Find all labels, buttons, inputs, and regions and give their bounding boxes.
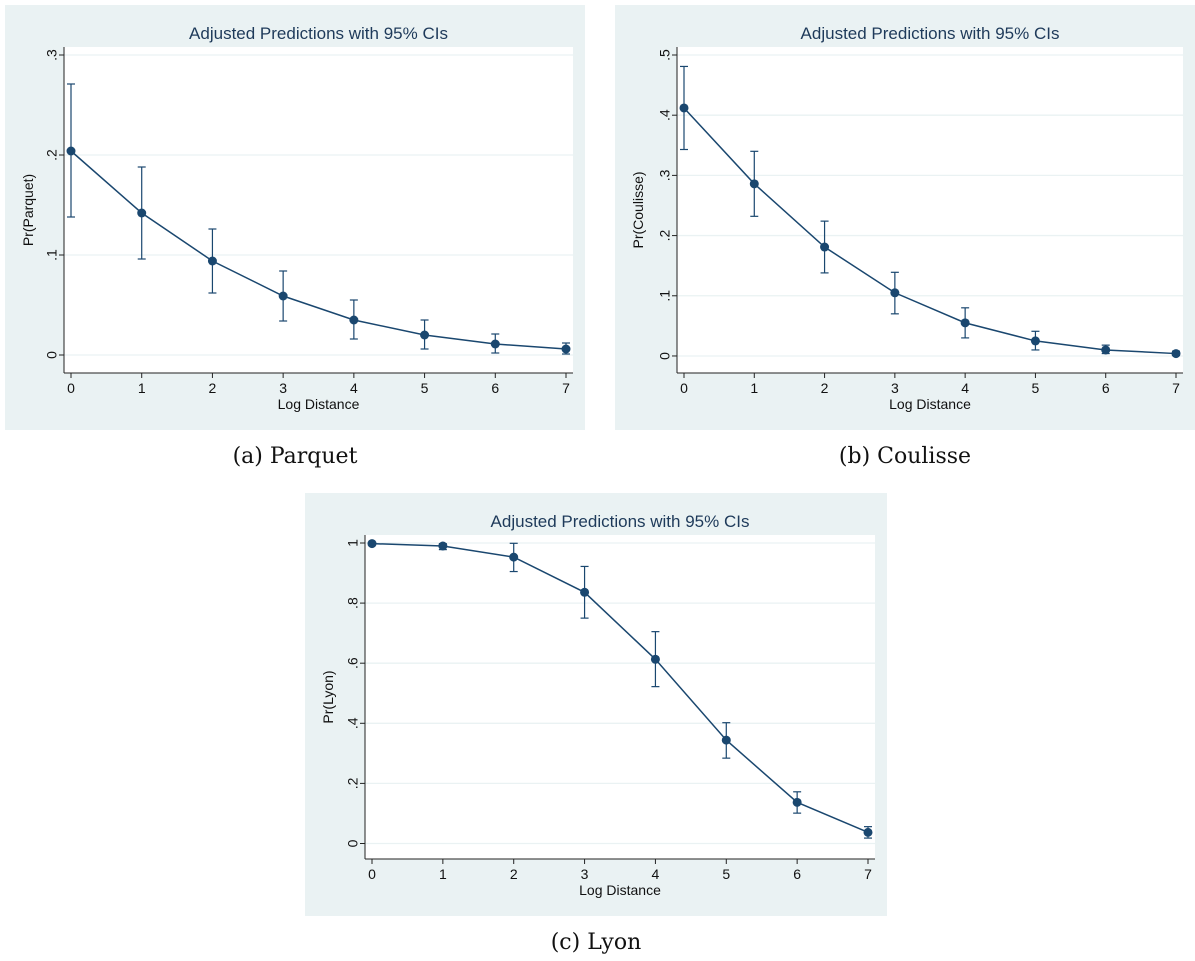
- y-tick-label: 1: [345, 539, 361, 547]
- x-tick-label: 2: [510, 866, 518, 882]
- x-tick-label: 0: [368, 866, 376, 882]
- x-axis-label: Log Distance: [278, 396, 360, 412]
- x-axis-label: Log Distance: [889, 396, 971, 412]
- y-tick-label: .6: [345, 657, 361, 669]
- data-point: [490, 339, 500, 349]
- data-point: [960, 318, 970, 328]
- series-line: [70, 150, 567, 350]
- y-tick-label: .2: [44, 149, 60, 161]
- x-axis-label: Log Distance: [579, 882, 661, 898]
- x-tick-label: 5: [722, 866, 730, 882]
- chart-title: Adjusted Predictions with 95% CIs: [491, 512, 750, 531]
- y-tick-label: .3: [657, 169, 673, 181]
- y-axis-label: Pr(Parquet): [20, 174, 36, 246]
- x-tick-label: 5: [421, 380, 429, 396]
- data-point: [349, 315, 359, 325]
- chart-parquet: Adjusted Predictions with 95% CIs 0 .1 .2 .3…: [5, 5, 585, 430]
- data-point: [721, 735, 731, 745]
- plot-area: [64, 47, 573, 373]
- data-point: [650, 654, 660, 664]
- data-point: [420, 330, 430, 340]
- y-tick-label: 0: [657, 352, 673, 360]
- x-tick-label: 0: [67, 380, 75, 396]
- data-point: [438, 541, 448, 551]
- data-point: [561, 344, 571, 354]
- x-tick-label: 7: [864, 866, 872, 882]
- x-tick-label: 4: [350, 380, 358, 396]
- data-point: [278, 291, 288, 301]
- data-point: [66, 146, 76, 156]
- data-point: [137, 208, 147, 218]
- caption-coulisse: (b) Coulisse: [838, 444, 972, 469]
- x-tick-label: 1: [439, 866, 447, 882]
- y-tick-label: .3: [44, 49, 60, 61]
- series-line: [371, 542, 869, 834]
- data-point: [890, 288, 900, 298]
- data-point: [580, 587, 590, 597]
- data-point: [1030, 336, 1040, 346]
- y-tick-label: .8: [345, 597, 361, 609]
- data-point: [749, 179, 759, 189]
- x-tick-label: 6: [1102, 380, 1110, 396]
- x-tick-label: 3: [891, 380, 899, 396]
- data-point: [679, 103, 689, 113]
- x-tick-label: 6: [793, 866, 801, 882]
- y-tick-label: .2: [657, 230, 673, 242]
- chart-title: Adjusted Predictions with 95% CIs: [801, 24, 1060, 43]
- chart-title: Adjusted Predictions with 95% CIs: [189, 24, 448, 43]
- y-tick-label: .5: [657, 49, 673, 61]
- plot-area: [677, 47, 1183, 373]
- x-tick-label: 7: [1172, 380, 1180, 396]
- plot-area: [365, 535, 875, 859]
- x-tick-label: 5: [1032, 380, 1040, 396]
- y-axis-label: Pr(Lyon): [320, 670, 336, 723]
- data-point: [1171, 349, 1181, 359]
- data-point: [207, 256, 217, 266]
- y-tick-label: 0: [345, 839, 361, 847]
- y-tick-label: .1: [657, 290, 673, 302]
- x-tick-label: 2: [209, 380, 217, 396]
- data-point: [820, 242, 830, 252]
- x-tick-label: 7: [562, 380, 570, 396]
- data-point: [1101, 345, 1111, 355]
- y-tick-label: .2: [345, 777, 361, 789]
- y-tick-label: 0: [44, 351, 60, 359]
- chart-coulisse: Adjusted Predictions with 95% CIs 0 .1 .2 .3…: [615, 5, 1195, 430]
- caption-parquet: (a) Parquet: [232, 444, 358, 469]
- x-tick-label: 1: [138, 380, 146, 396]
- data-point: [367, 539, 377, 549]
- x-tick-label: 4: [961, 380, 969, 396]
- x-tick-label: 2: [821, 380, 829, 396]
- x-tick-label: 3: [279, 380, 287, 396]
- chart-lyon: Adjusted Predictions with 95% CIs 0 .2 .4 .6…: [305, 493, 887, 916]
- x-tick-label: 6: [491, 380, 499, 396]
- data-point: [863, 827, 873, 837]
- data-point: [509, 552, 519, 562]
- x-tick-label: 1: [750, 380, 758, 396]
- y-tick-label: .1: [44, 249, 60, 261]
- caption-lyon: (c) Lyon: [550, 930, 642, 955]
- x-tick-label: 4: [652, 866, 660, 882]
- data-point: [792, 797, 802, 807]
- series-line: [683, 107, 1177, 355]
- x-tick-label: 0: [680, 380, 688, 396]
- y-tick-label: .4: [657, 109, 673, 121]
- y-axis-label: Pr(Coulisse): [630, 171, 646, 248]
- y-tick-label: .4: [345, 717, 361, 729]
- x-tick-label: 3: [581, 866, 589, 882]
